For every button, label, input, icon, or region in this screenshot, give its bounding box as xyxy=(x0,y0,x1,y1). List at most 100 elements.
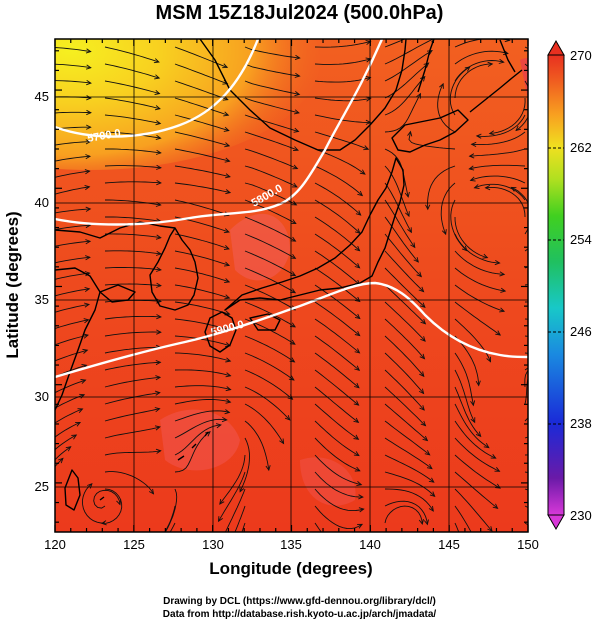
streamline-arrow xyxy=(225,173,231,179)
streamline xyxy=(524,370,528,388)
streamline xyxy=(104,131,161,139)
streamline xyxy=(104,392,160,405)
streamline-arrow xyxy=(464,66,471,72)
streamline-arrow xyxy=(239,486,245,493)
streamline xyxy=(55,63,91,69)
streamline-arrow xyxy=(494,467,501,472)
streamline xyxy=(234,505,246,532)
streamline xyxy=(314,97,371,102)
streamline-arrow xyxy=(355,210,362,216)
streamline-arrow xyxy=(423,62,430,68)
tick-marks xyxy=(54,39,529,532)
streamline-arrow xyxy=(410,242,416,249)
streamline-arrow xyxy=(50,471,54,476)
gridlines xyxy=(55,39,528,532)
streamline xyxy=(244,233,296,259)
streamline-arrow xyxy=(353,451,360,457)
streamline-arrow xyxy=(418,388,425,395)
streamline xyxy=(104,361,161,371)
streamline-arrow xyxy=(155,134,162,141)
streamline xyxy=(244,63,300,77)
streamline xyxy=(244,420,270,471)
streamline-arrow xyxy=(84,169,91,175)
streamline-arrow xyxy=(354,365,361,371)
streamline-arrow xyxy=(225,357,232,363)
streamline-arrow xyxy=(155,234,162,240)
streamline xyxy=(314,386,359,423)
streamline-arrow xyxy=(482,253,489,259)
streamline xyxy=(469,148,526,157)
streamline-arrow xyxy=(294,54,301,61)
streamline-arrow xyxy=(224,278,231,283)
streamline xyxy=(314,182,362,216)
streamline xyxy=(384,318,425,360)
streamline-arrow xyxy=(475,380,481,387)
streamline xyxy=(55,47,91,53)
x-tick-labels: 120 125 130 135 140 145 150 xyxy=(44,537,539,552)
streamline xyxy=(384,39,435,65)
streamline-arrow xyxy=(86,109,92,116)
streamline xyxy=(314,505,363,530)
streamline-arrow xyxy=(432,25,437,29)
colorbar-tick-label: 246 xyxy=(570,324,592,339)
streamline-arrow xyxy=(354,228,361,234)
streamline-arrow xyxy=(154,425,161,431)
streamline xyxy=(314,403,359,440)
streamline-arrow xyxy=(487,61,494,67)
streamline-arrow xyxy=(223,244,230,250)
streamline xyxy=(55,288,90,297)
streamline-arrow xyxy=(223,126,230,132)
y-tick-label: 35 xyxy=(35,292,49,307)
streamline xyxy=(55,256,90,264)
streamline-arrow xyxy=(137,559,142,563)
streamline-arrow xyxy=(279,438,285,445)
streamline xyxy=(454,454,501,489)
y-tick-labels: 25 30 35 40 45 xyxy=(35,89,49,494)
streamline xyxy=(244,301,296,328)
streamline-arrow xyxy=(85,239,92,245)
streamline-arrow xyxy=(290,254,297,259)
streamline-arrow xyxy=(354,245,361,252)
streamline xyxy=(104,408,160,422)
streamline-arrow xyxy=(354,263,361,269)
wind-streamlines xyxy=(50,25,581,563)
streamline xyxy=(55,379,86,394)
streamline xyxy=(174,431,211,473)
streamline-arrow xyxy=(224,294,231,300)
streamline xyxy=(454,437,500,472)
streamline xyxy=(384,39,406,48)
streamline-arrow xyxy=(224,409,231,415)
streamline xyxy=(55,155,91,162)
streamline-arrow xyxy=(294,91,301,97)
coastlines xyxy=(55,39,523,511)
streamline-arrow xyxy=(85,64,92,70)
streamline-arrow xyxy=(291,182,298,188)
streamline xyxy=(384,76,426,116)
streamline xyxy=(314,369,359,406)
streamline-arrow xyxy=(83,302,91,308)
colorbar-max-arrow xyxy=(547,39,565,56)
streamline-arrow xyxy=(576,446,581,450)
streamline-arrow xyxy=(575,309,580,313)
streamline xyxy=(485,186,526,218)
streamline-arrow xyxy=(356,481,363,487)
streamline xyxy=(174,80,228,101)
colorbar-tick-label: 238 xyxy=(570,416,592,431)
streamline xyxy=(174,424,221,456)
streamline xyxy=(244,369,293,400)
streamline-arrow xyxy=(404,191,410,198)
streamline xyxy=(384,250,424,292)
streamline xyxy=(174,97,229,116)
streamline xyxy=(314,165,363,196)
streamline-arrow xyxy=(413,257,419,263)
streamline xyxy=(314,250,360,286)
streamline xyxy=(174,46,228,68)
streamline xyxy=(164,505,176,532)
colorbar-tick-label: 230 xyxy=(570,508,592,523)
streamline-arrow xyxy=(293,127,300,133)
streamline-arrow xyxy=(75,421,82,427)
streamline-arrow xyxy=(475,431,482,438)
streamline xyxy=(174,199,229,216)
streamline xyxy=(454,488,493,532)
streamline xyxy=(174,233,230,250)
